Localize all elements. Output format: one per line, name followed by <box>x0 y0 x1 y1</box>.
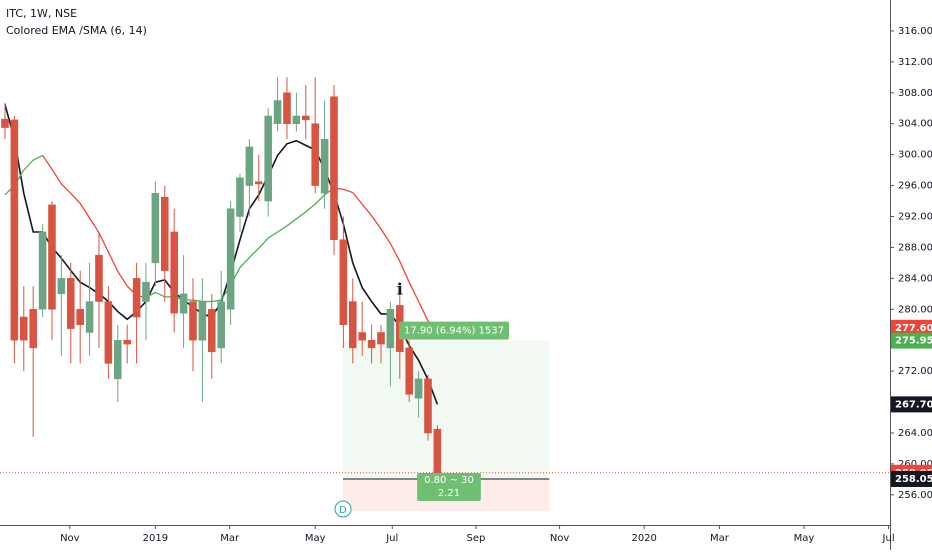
candle-body <box>414 378 423 399</box>
candle-body <box>320 138 329 194</box>
candle-body <box>198 301 207 341</box>
x-tick-label: Mar <box>220 533 240 544</box>
indicator-title: Colored EMA /SMA (6, 14) <box>6 24 147 37</box>
candle-body <box>264 115 272 202</box>
entry-label: 2.21 <box>438 488 460 499</box>
y-tick-label: 264.00 <box>898 428 932 439</box>
candle-body <box>57 278 66 295</box>
candle-body <box>292 115 301 124</box>
y-tick-label: 300.00 <box>898 150 932 161</box>
price-label: 258.05 <box>895 474 932 485</box>
candle-body <box>48 204 56 310</box>
price-label-box <box>891 319 932 336</box>
candle-body <box>226 208 235 310</box>
x-tick-label: Jul <box>385 533 398 544</box>
candle-body <box>179 293 188 314</box>
candle-body <box>20 316 28 341</box>
price-label-box <box>891 332 932 349</box>
candle-body <box>339 239 348 325</box>
x-tick-label: 2020 <box>631 533 656 544</box>
event-marker <box>334 500 352 518</box>
candle-body <box>330 96 338 240</box>
candle-body <box>367 339 376 349</box>
candle-body <box>208 309 216 353</box>
x-tick-label: Nov <box>550 533 570 544</box>
candle-body <box>386 309 395 349</box>
price-label-box <box>891 396 932 413</box>
candle-body <box>433 428 442 474</box>
x-tick-label: 2019 <box>143 533 168 544</box>
y-tick-label: 256.00 <box>898 490 932 501</box>
candle-body <box>349 301 357 349</box>
target-label: 17.90 (6.94%) 1537 <box>404 326 504 337</box>
x-tick-label: May <box>305 533 326 544</box>
candle-body <box>255 181 263 185</box>
candle-body <box>161 196 169 271</box>
candle-body <box>38 231 47 310</box>
x-tick-label: Mar <box>710 533 730 544</box>
y-tick-label: 308.00 <box>898 88 932 99</box>
candle-body <box>245 146 254 186</box>
y-tick-label: 280.00 <box>898 304 932 315</box>
chart-title: ITC, 1W, NSE <box>6 7 77 20</box>
target-label-box <box>399 321 510 340</box>
event-label: i <box>397 279 403 298</box>
y-tick-label: 288.00 <box>898 242 932 253</box>
candle-body <box>132 278 141 318</box>
candle-body <box>405 347 413 395</box>
candle-body <box>151 193 160 264</box>
entry-label-box <box>417 472 481 501</box>
candle-body <box>95 254 103 302</box>
candle-body <box>10 119 19 341</box>
y-tick-label: 316.00 <box>898 26 932 37</box>
x-tick-label: Nov <box>60 533 80 544</box>
candle-body <box>424 378 432 434</box>
price-label: 277.60 <box>895 323 932 334</box>
x-tick-label: Jul <box>882 533 895 544</box>
candle-body <box>358 332 366 341</box>
candle-body <box>217 301 225 349</box>
candle-body <box>170 231 178 314</box>
candle-body <box>29 309 37 349</box>
price-label: 275.95 <box>895 336 932 347</box>
candle-body <box>104 301 113 364</box>
plot: 17.90 (6.94%) 1537 2.21 0.80 ~ 30 Di <box>0 77 890 518</box>
candle-body <box>67 278 75 329</box>
candle-body <box>311 123 319 186</box>
candle-body <box>76 309 84 325</box>
entry-label: 0.80 ~ 30 <box>424 475 474 486</box>
ma-line <box>42 155 438 329</box>
candle-body <box>114 339 122 380</box>
target-zone <box>343 340 550 479</box>
candle-body <box>273 100 282 124</box>
x-tick-label: Sep <box>466 533 485 544</box>
candle-body <box>302 115 310 121</box>
candle-body <box>85 301 94 333</box>
y-tick-label: 312.00 <box>898 57 932 68</box>
y-tick-label: 304.00 <box>898 119 932 130</box>
y-tick-label: 292.00 <box>898 211 932 222</box>
y-tick-label: 284.00 <box>898 273 932 284</box>
candle-body <box>123 339 131 345</box>
price-label: 267.70 <box>895 399 932 410</box>
event-label: D <box>339 505 347 516</box>
candle-body <box>377 332 385 345</box>
candle-body <box>283 92 291 124</box>
candle-body <box>236 177 244 217</box>
y-tick-label: 272.00 <box>898 366 932 377</box>
y-tick-label: 296.00 <box>898 181 932 192</box>
candle-body <box>142 281 150 302</box>
candle-body <box>189 301 197 341</box>
candle-body <box>1 118 9 128</box>
y-tick-label: 260.00 <box>898 459 932 470</box>
price-label-box <box>891 470 932 487</box>
x-tick-label: May <box>794 533 815 544</box>
